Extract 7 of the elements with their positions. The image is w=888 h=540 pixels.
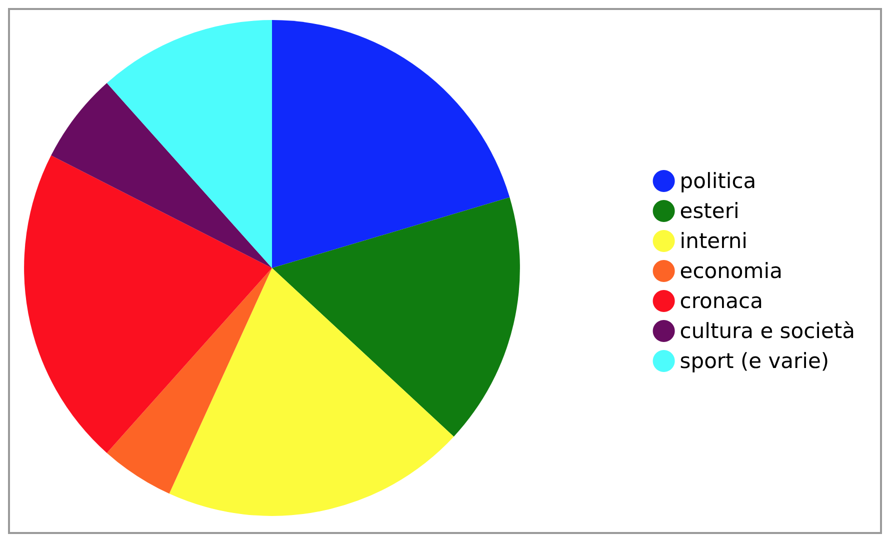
legend-label: esteri <box>680 199 740 223</box>
legend-label: economia <box>680 259 782 283</box>
legend-label: cultura e società <box>680 319 856 343</box>
legend-label: cronaca <box>680 289 763 313</box>
legend-label: sport (e varie) <box>680 349 830 373</box>
legend-label: politica <box>680 169 756 193</box>
legend-label: interni <box>680 229 748 253</box>
